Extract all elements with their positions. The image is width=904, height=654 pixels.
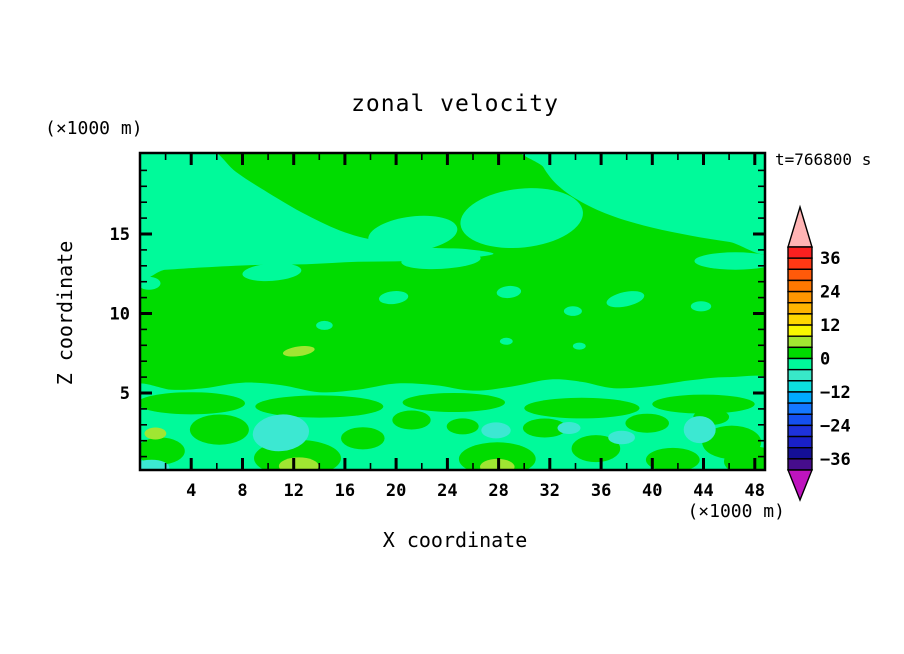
- x-tick-label: 32: [540, 481, 560, 501]
- colorbar-segment: [787, 391, 813, 404]
- contour-blob-teal: [368, 215, 458, 253]
- x-tick-label: 12: [283, 481, 303, 501]
- plot-frame: [138, 151, 767, 472]
- contour-blob-green: [189, 414, 249, 445]
- contour-blob-teal: [572, 342, 586, 350]
- colorbar-segment: [787, 313, 813, 326]
- colorbar-segment: [787, 302, 813, 315]
- contour-blob-green: [625, 413, 669, 433]
- contour-blob-teal: [563, 306, 582, 316]
- contour-blob-green: [652, 394, 755, 414]
- contour-blob-green: [645, 447, 700, 470]
- colorbar-segment: [787, 324, 813, 337]
- contour-blob-chartreuse: [144, 427, 167, 440]
- colorbar-segment: [787, 257, 813, 270]
- contour-blob-cyan: [608, 430, 635, 445]
- colorbar-label: 36: [820, 249, 840, 269]
- colorbar-label: −24: [820, 416, 851, 436]
- colorbar-segment: [787, 424, 813, 438]
- contour-blob-green: [458, 442, 536, 470]
- colorbar-label: 0: [820, 350, 830, 370]
- x-axis-title: X coordinate: [383, 528, 528, 552]
- z-axis-unit-label: (×1000 m): [45, 118, 143, 139]
- x-tick-label: 40: [642, 481, 662, 501]
- contour-blob-teal: [175, 240, 202, 253]
- colorbar-segment: [787, 268, 813, 282]
- colorbar-segment: [787, 290, 813, 304]
- contour-blob-teal: [316, 320, 333, 330]
- contour-blob-green: [571, 435, 621, 463]
- contour-blob-teal: [242, 263, 302, 282]
- colorbar-segment: [787, 447, 813, 460]
- contour-blob-chartreuse: [282, 346, 315, 357]
- contour-blob-green: [140, 392, 245, 415]
- x-tick-label: 44: [693, 481, 713, 501]
- x-axis-unit-label: (×1000 m): [687, 501, 785, 522]
- contour-blob-green: [341, 427, 385, 450]
- colorbar-segment: [787, 246, 813, 259]
- contour-blob-teal: [694, 252, 765, 270]
- colorbar-segment: [787, 346, 813, 360]
- colorbar-segment: [787, 413, 813, 427]
- contour-blob-teal: [499, 337, 513, 345]
- colorbar-segment: [787, 458, 813, 471]
- colorbar: 36 24 12 0 −12 −24 −36: [786, 204, 851, 502]
- x-tick-label: 16: [335, 481, 355, 501]
- contour-blob-teal: [460, 188, 583, 249]
- contour-blob-green: [255, 395, 384, 418]
- colorbar-label: −36: [820, 450, 851, 470]
- contour-blob-chartreuse: [278, 457, 319, 470]
- chart-title: zonal velocity: [351, 91, 559, 117]
- colorbar-under-arrow: [786, 469, 814, 502]
- x-tick-label: 4: [186, 481, 196, 501]
- contour-blob-green: [524, 397, 640, 419]
- x-tick-label: 48: [745, 481, 765, 501]
- contour-blob-cyan: [683, 416, 716, 444]
- colorbar-over-arrow: [787, 204, 813, 248]
- contour-blob-green: [402, 393, 505, 412]
- contour-blob-teal: [606, 291, 645, 308]
- colorbar-label: −12: [820, 383, 851, 403]
- contour-blob-cyan: [557, 422, 581, 434]
- x-tick-label: 28: [488, 481, 508, 501]
- contour-blob-cyan: [252, 414, 310, 452]
- contour-blob-green: [140, 437, 185, 465]
- z-tick-label: 15: [110, 225, 130, 245]
- z-axis-title: Z coordinate: [53, 241, 77, 386]
- contour-blob-green: [724, 446, 765, 470]
- contour-region-teal: [520, 153, 765, 255]
- colorbar-segment: [787, 402, 813, 415]
- contour-blob-green: [446, 418, 479, 435]
- contour-blob-green: [392, 410, 431, 430]
- contour-blob-teal: [690, 301, 712, 312]
- z-tick-label: 5: [120, 384, 130, 404]
- colorbar-label: 24: [820, 283, 840, 303]
- colorbar-segment: [787, 368, 813, 382]
- axis-ticks: [141, 154, 764, 469]
- contour-blob-cyan: [481, 422, 511, 439]
- contour-blob-green: [522, 418, 567, 438]
- colorbar-segment: [787, 279, 813, 293]
- z-tick-label: 10: [110, 305, 130, 325]
- colorbar-label: 12: [820, 316, 840, 336]
- colorbar-segment: [787, 380, 813, 393]
- contour-blob-cyan: [140, 459, 170, 470]
- contour-blob-teal: [140, 276, 161, 290]
- contour-blob-teal: [378, 291, 409, 305]
- contour-blob-teal: [496, 285, 522, 299]
- time-label: t=766800 s: [775, 150, 871, 169]
- x-tick-label: 24: [437, 481, 457, 501]
- contour-blob-teal: [401, 251, 481, 270]
- colorbar-segment: [787, 357, 813, 371]
- colorbar-segment: [787, 435, 813, 449]
- x-tick-label: 8: [237, 481, 247, 501]
- colorbar-segment: [787, 335, 813, 349]
- x-tick-label: 36: [591, 481, 611, 501]
- x-tick-label: 20: [386, 481, 406, 501]
- contour-field: [140, 153, 765, 470]
